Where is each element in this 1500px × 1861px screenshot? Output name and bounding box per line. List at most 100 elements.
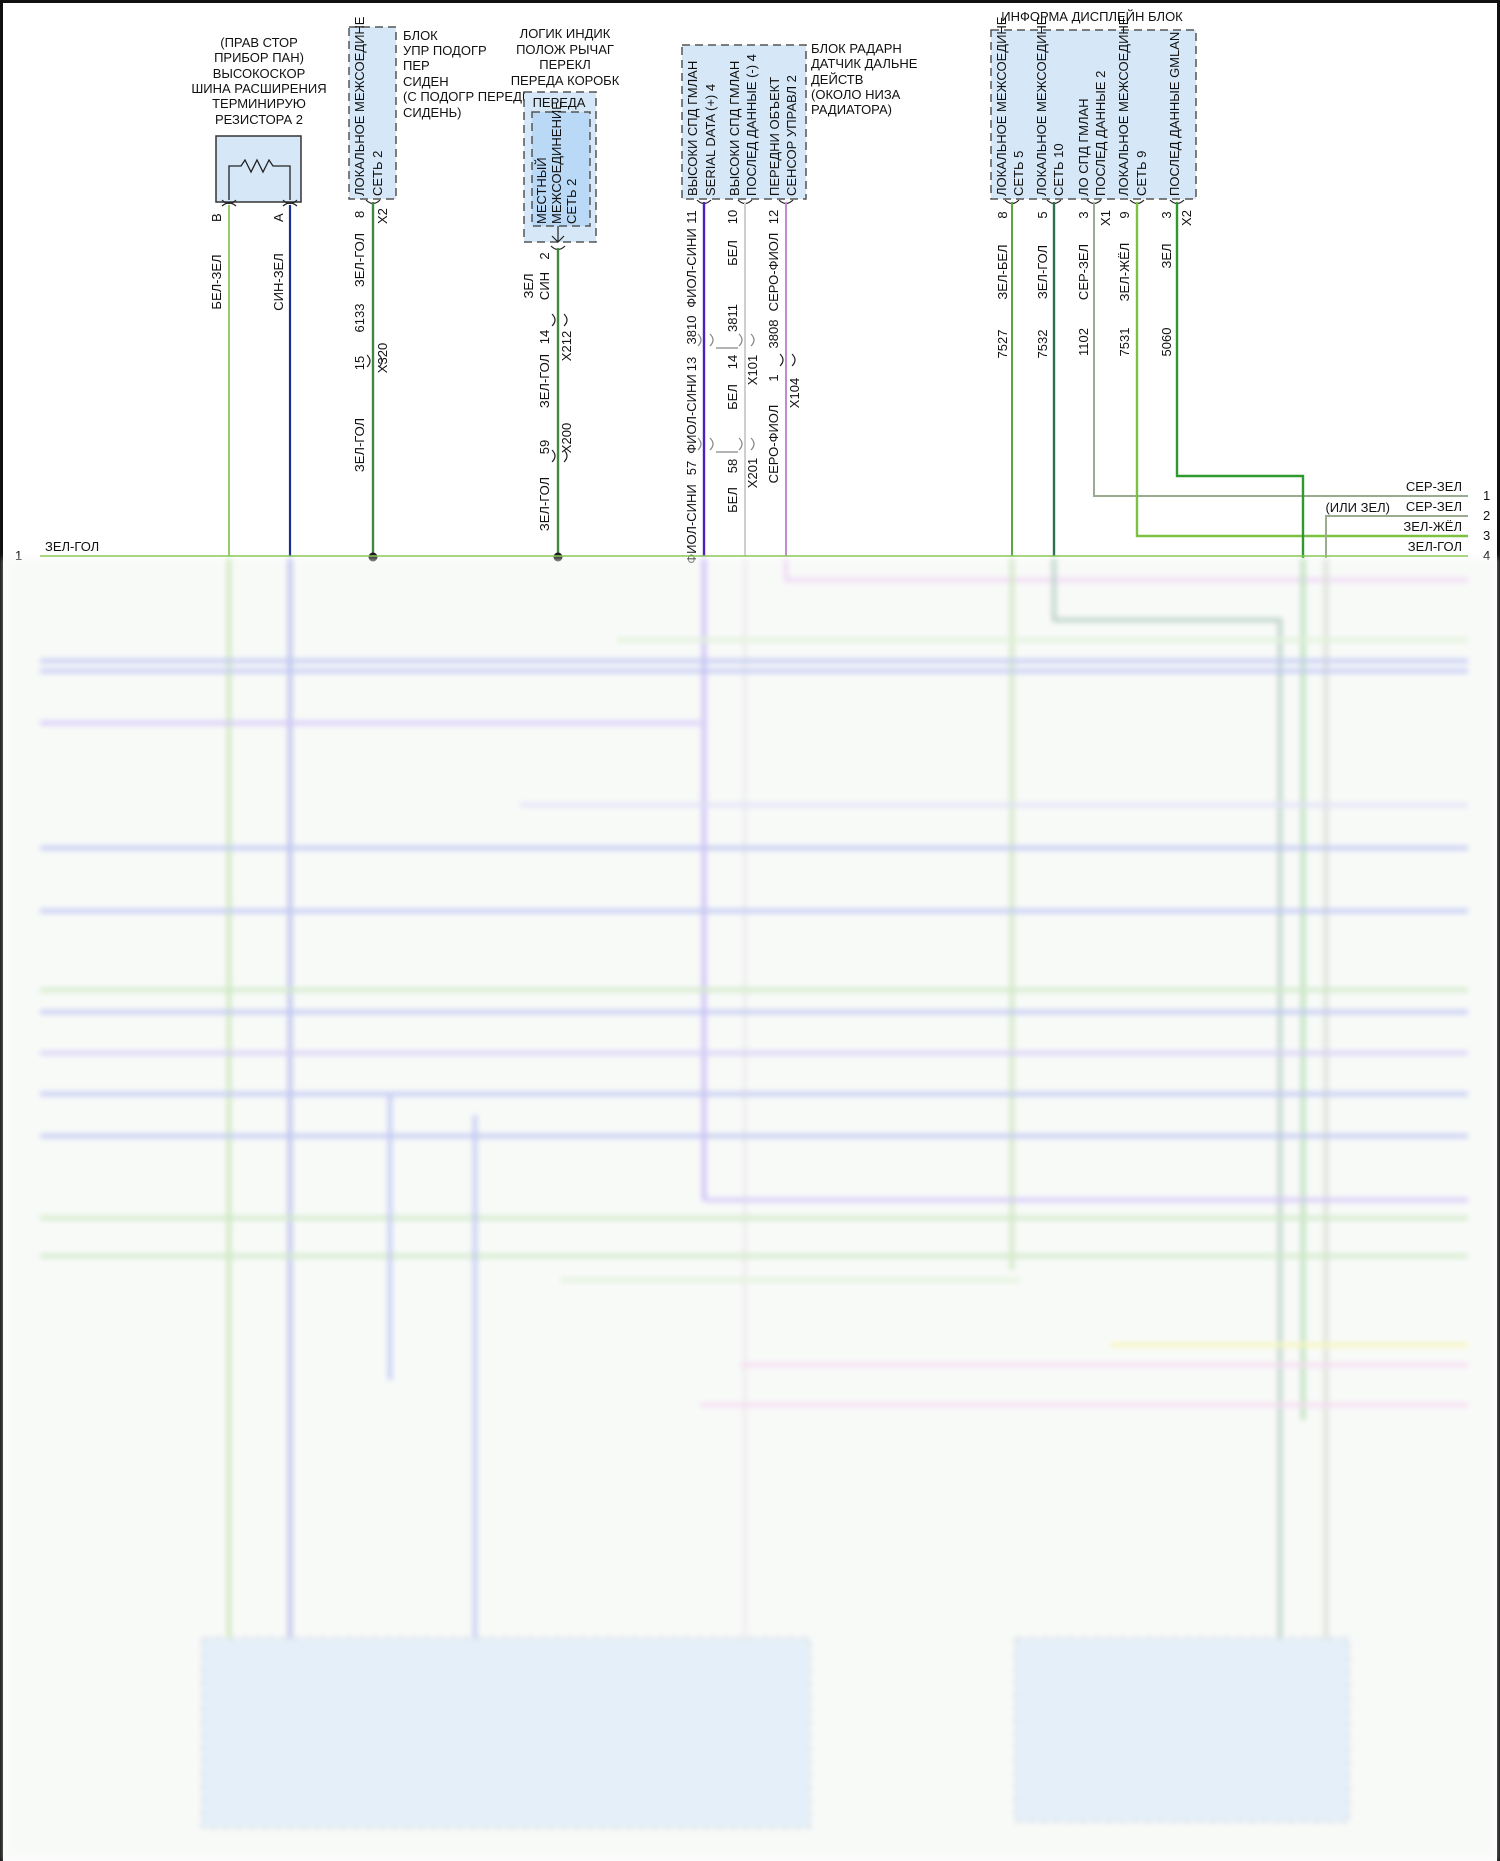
resistor-label: ВЫСОКОСКОР <box>213 66 306 81</box>
resistor-label: (ПРАВ СТОР <box>220 35 298 50</box>
pin-label: 57 <box>684 461 699 475</box>
row-number: 2 <box>1483 508 1490 523</box>
circuit-label: 6133 <box>352 304 367 333</box>
pin-label: 13 <box>684 357 699 371</box>
pin-label: 2 <box>537 252 552 259</box>
pin-label: 58 <box>725 459 740 473</box>
wire-color-label: ЗЕЛ-ГОЛ <box>537 354 552 408</box>
wire-color-label: БЕЛ <box>725 384 740 410</box>
row-number: 3 <box>1483 528 1490 543</box>
module-label: ДЕЙСТВ <box>811 72 863 87</box>
circuit-label: 7531 <box>1117 328 1132 357</box>
serial-data-bus: 1 ЗЕЛ-ГОЛ СЕР-ЗЕЛ 1 СЕР-ЗЕЛ (ИЛИ ЗЕЛ) 2 … <box>15 479 1490 563</box>
bus-color-label: ЗЕЛ-ГОЛ <box>45 539 99 554</box>
seat-heater-box <box>348 26 397 200</box>
box-label: ПЕРЕДА <box>533 95 586 110</box>
pin-b-terminal <box>221 199 237 207</box>
module-label: СИДЕНЬ) <box>403 105 461 120</box>
left-border <box>0 0 3 1861</box>
pin-label: 8 <box>995 211 1010 218</box>
wire-color-label: ЗЕЛ-ЖЁЛ <box>1117 243 1132 302</box>
box-label: ПОСЛЕД ДАННЫЕ GMLAN <box>1167 32 1182 196</box>
wire-color-label: ФИОЛ-СИНИ <box>684 374 699 454</box>
pin-label: 5 <box>1035 211 1050 218</box>
pin-label: B <box>209 213 224 222</box>
info-display-box <box>990 29 1197 200</box>
wire-color-label: ЗЕЛ-ГОЛ <box>537 477 552 531</box>
shift-indicator-module: ЛОГИК ИНДИК ПОЛОЖ РЫЧАГ ПЕРЕКЛ ПЕРЕДА КО… <box>511 26 620 562</box>
row-number: 4 <box>1483 548 1490 563</box>
module-label: УПР ПОДОГР <box>403 43 487 58</box>
circuit-label: 3811 <box>725 304 740 332</box>
wire-color-label: БЕЛ <box>725 487 740 513</box>
box-label: ЛОКАЛЬНОЕ МЕЖСОЕДИНЕ <box>1034 16 1049 196</box>
pin-label: 12 <box>766 210 781 224</box>
arrow-icon <box>551 226 565 243</box>
wire-color-label: ФИОЛ-СИНИ <box>684 228 699 308</box>
box-label: ЛОКАЛЬНОЕ МЕЖСОЕДИНЕ <box>994 16 1009 196</box>
pin-label: 1 <box>766 374 781 381</box>
wire-color-label: СЕР-ЗЕЛ <box>1076 244 1091 300</box>
module-label: БЛОК <box>403 28 438 43</box>
box-label: ЛОКАЛЬНОЕ МЕЖСОЕДИНЕ <box>1116 16 1131 196</box>
box-label: СЕНСОР УПРАВЛ 2 <box>784 75 799 196</box>
wire-color-label: СИН <box>537 272 552 300</box>
wire-color-label: ЗЕЛ-ГОЛ <box>352 233 367 287</box>
box-label: МЕСТНЫЙ <box>534 157 549 224</box>
pin-a-terminal <box>282 199 298 207</box>
connector-label: X1 <box>1098 210 1113 226</box>
wire-color-label: ФИОЛ-СИНИ <box>684 484 699 564</box>
wire-display-gmlan <box>1175 202 1305 558</box>
wire-color-label: ЗЕЛ-ГОЛ <box>1035 245 1050 299</box>
module-label: ПЕРЕКЛ <box>539 57 590 72</box>
pin-label: A <box>271 213 286 222</box>
pin-label: 14 <box>725 355 740 369</box>
pin-label: 3 <box>1159 211 1174 218</box>
wire-color-label: ЗЕЛ-ГОЛ <box>352 418 367 472</box>
pin-label: 10 <box>725 210 740 224</box>
circuit-label: 1102 <box>1076 328 1091 356</box>
box-label: ЛО СПД ГМЛАН <box>1076 98 1091 196</box>
module-label: ЛОГИК ИНДИК <box>520 26 611 41</box>
box-label: МЕЖСОЕДИНЕНИЕ <box>549 101 564 224</box>
info-display-module: ИНФОРМА ДИСПЛЕЙН БЛОК ЛОКАЛЬНОЕ МЕЖСОЕДИ… <box>990 9 1468 558</box>
box-label: ПОСЛЕД ДАННЫЕ (-) 4 <box>744 54 759 196</box>
inline-connector-icon <box>366 354 383 368</box>
connector-label: X201 <box>745 458 760 488</box>
resistor-label: ТЕРМИНИРУЮ <box>212 96 306 111</box>
wire-color-label: СЕРО-ФИОЛ <box>766 405 781 484</box>
connector-label: X2 <box>1179 210 1194 226</box>
connector-label: X101 <box>745 355 760 385</box>
inline-connector-icon <box>697 333 755 349</box>
connector-label: X2 <box>375 208 390 224</box>
row-number: 1 <box>15 548 22 563</box>
top-border <box>0 0 1500 3</box>
wire-color-label: ЗЕЛ <box>1159 243 1174 268</box>
wire-color-label: БЕЛ <box>725 240 740 266</box>
inline-connector-icon <box>551 313 568 327</box>
module-label: (С ПОДОГР ПЕРЕДН <box>403 89 531 104</box>
box-label: СЕТЬ 2 <box>564 179 579 224</box>
resistor-label: ШИНА РАСШИРЕНИЯ <box>191 81 326 96</box>
seat-heater-module: ЛОКАЛЬНОЕ МЕЖСОЕДИНЕ СЕТЬ 2 БЛОК УПР ПОД… <box>348 16 531 562</box>
wire-color-label: ЗЕЛ <box>521 273 536 298</box>
pin-label: 14 <box>537 330 552 344</box>
connector-label: X320 <box>375 343 390 373</box>
circuit-label: 3808 <box>766 320 781 349</box>
wire-color-label: БЕЛ-ЗЕЛ <box>209 254 224 309</box>
pin-label: 15 <box>352 356 367 370</box>
module-label: ПЕРЕДА КОРОБК <box>511 73 620 88</box>
pin-label: 59 <box>537 440 552 454</box>
row-color-label: СЕР-ЗЕЛ <box>1406 499 1462 514</box>
row-color-label: ЗЕЛ-ЖЁЛ <box>1403 519 1462 534</box>
box-label: СЕТЬ 9 <box>1134 151 1149 196</box>
box-label: ЛОКАЛЬНОЕ МЕЖСОЕДИНЕ <box>352 16 367 196</box>
pin-label: 8 <box>352 211 367 218</box>
box-label: ПЕРЕДНИ ОБЪЕКТ <box>767 77 782 196</box>
wire-color-label: СИН-ЗЕЛ <box>271 253 286 311</box>
inline-connector-icon <box>551 449 568 463</box>
box-label: СЕТЬ 2 <box>370 151 385 196</box>
pin-label: 9 <box>1117 211 1132 218</box>
wire-display-lo-gmlan <box>1093 202 1468 497</box>
